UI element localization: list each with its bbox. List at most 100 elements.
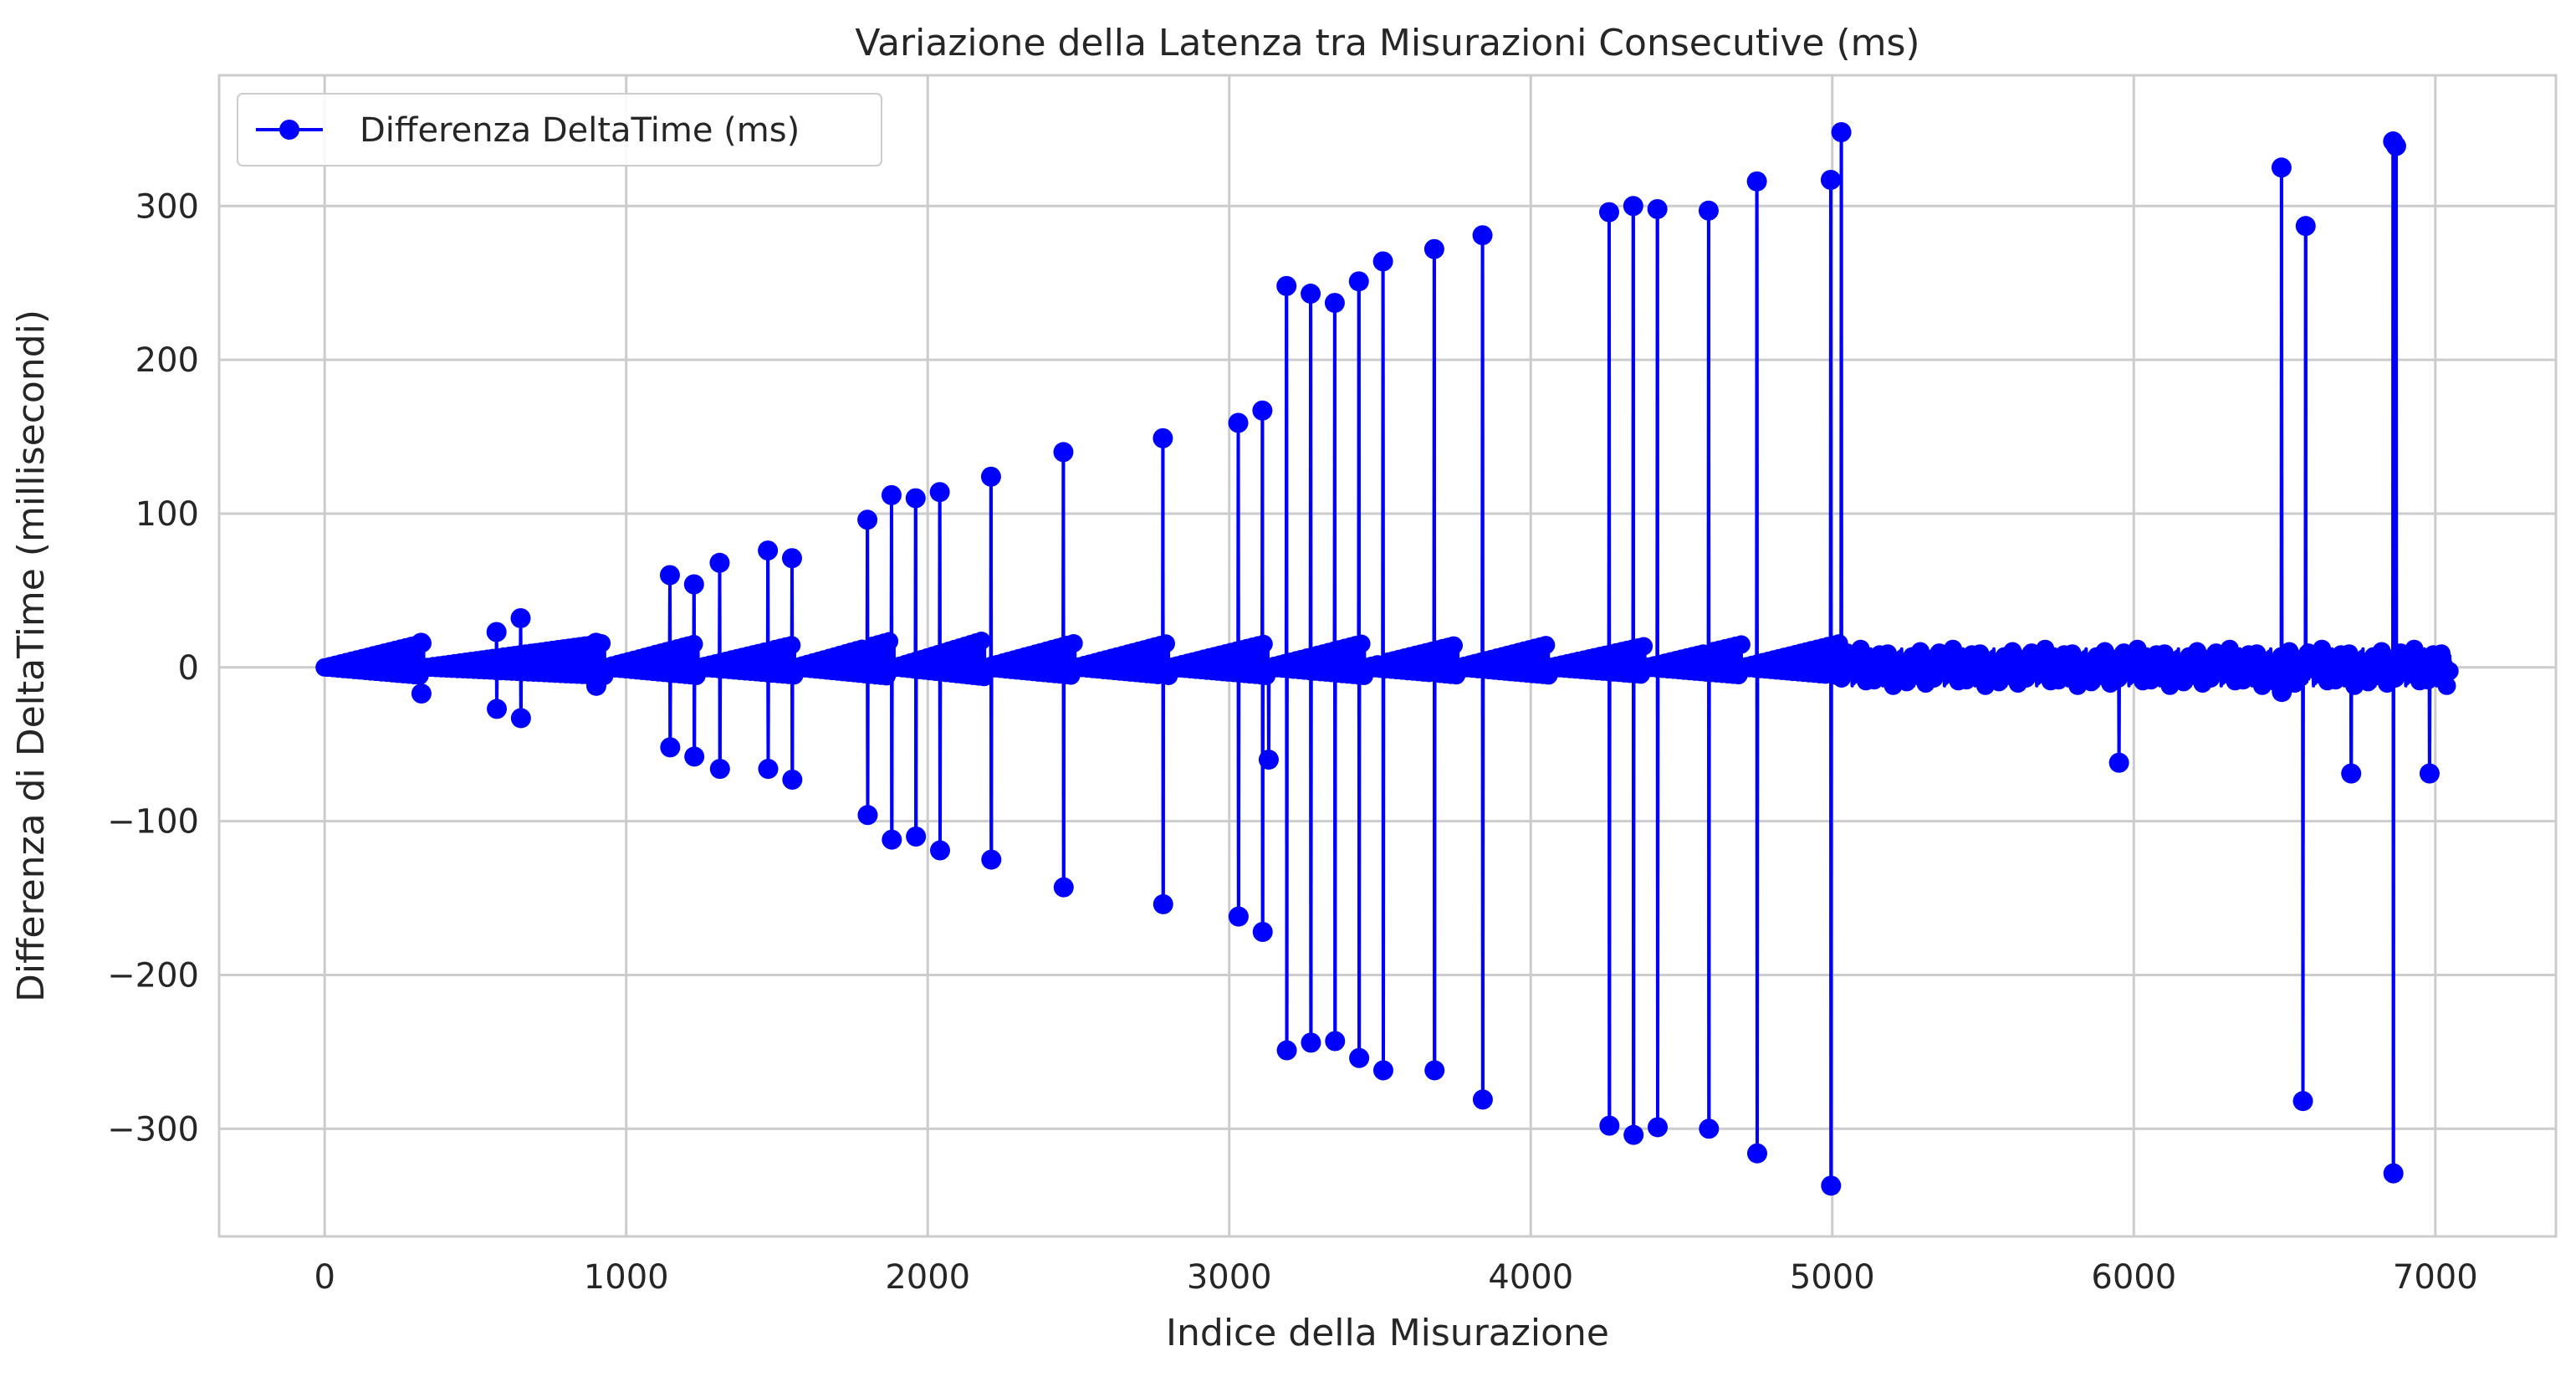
y-tick-label: −100 [107,803,199,842]
data-point [2095,642,2114,661]
data-point [1634,637,1653,656]
spike-point [1472,1089,1493,1110]
data-point [880,632,899,651]
spike-point [487,699,508,719]
spike-point [2292,1091,2313,1112]
data-point [2003,642,2022,661]
y-tick-label: 0 [178,649,199,688]
spike-point [1831,122,1852,143]
x-tick-label: 7000 [2393,1258,2478,1297]
spike-point [882,829,902,850]
data-point [2372,642,2391,661]
spike-point [2295,216,2316,237]
spike-point [905,488,926,509]
x-tick-label: 6000 [2091,1258,2176,1297]
spike-point [929,482,950,503]
data-point [2437,676,2456,695]
spike-point [585,632,606,653]
grid [219,75,2556,1236]
spike-point [1698,200,1719,221]
spike-point [1153,893,1173,914]
spike-point [781,548,802,569]
spike-point [1647,198,1668,219]
spike-point [1053,442,1074,463]
data-point [1536,636,1556,655]
spike-point [1746,171,1767,192]
spike-point [1153,427,1173,448]
spike-point [1324,293,1345,314]
legend-label: Differenza DeltaTime (ms) [360,111,800,150]
data-point [2188,642,2206,661]
x-axis-label: Indice della Misurazione [1166,1312,1609,1354]
spike-point [1623,1124,1644,1145]
legend: Differenza DeltaTime (ms) [237,93,882,166]
data-point [1990,673,2009,692]
spike-point [1348,271,1369,292]
data-point [2036,639,2055,658]
spike-point [1423,238,1444,259]
spike-point [411,632,432,653]
data-point [972,632,991,650]
spike-point [510,708,531,729]
data-point [1851,639,1870,658]
data-point [2128,639,2147,658]
data-point [2313,639,2332,658]
spike-point [684,746,705,767]
spike-point [1623,196,1643,217]
spike-point [929,840,950,861]
spike-point [1820,170,1841,191]
spike-point [2419,763,2440,784]
x-tick-label: 2000 [885,1258,970,1297]
data-point [1731,635,1751,654]
spike-point [782,769,803,790]
spike-point [2272,682,2292,703]
spike-point [857,509,878,530]
spike-point [857,805,878,826]
spike-point [1821,1175,1842,1196]
spike-point [1228,906,1249,927]
spike-point [1372,251,1393,272]
data-point [1944,639,1962,658]
x-tick-label: 0 [314,1258,335,1297]
y-tick-label: 200 [135,341,199,380]
y-axis-label: Differenza di DeltaTime (millisecondi) [10,310,53,1002]
spike-point [980,466,1001,487]
spike-point [758,540,779,561]
spike-point [1648,1117,1669,1138]
y-tick-label: 100 [135,495,199,534]
spike-point [683,574,704,595]
spike-point [1276,275,1297,296]
x-tick-label: 1000 [584,1258,669,1297]
x-tick-labels: 0 1000 2000 3000 4000 5000 6000 7000 [314,1258,2477,1297]
spike-point [2341,763,2362,784]
data-point [2280,642,2299,661]
data-point [2405,639,2424,658]
spike-point [1276,1040,1297,1061]
y-tick-label: 300 [135,187,199,226]
data-point [2174,673,2193,692]
spike-point [1598,202,1619,223]
spike-point [1053,877,1074,898]
spike-point [709,759,730,780]
spike-point [1372,1060,1393,1081]
data-point [1444,636,1463,655]
data-point [1064,634,1083,653]
spike-point [1424,1060,1445,1081]
spike-point [659,565,680,586]
spike-point [510,607,531,628]
spike-markers [411,122,2440,1196]
series-layer [315,122,2459,1196]
data-point [2440,662,2459,681]
baseline-markers [315,171,2459,1111]
data-point [1897,673,1916,692]
y-tick-labels: −300 −200 −100 0 100 200 300 [107,187,199,1149]
plot-frame [217,74,2558,1238]
spike-point [2383,1163,2404,1184]
spike-point [981,849,1002,870]
legend-marker-swatch [279,120,299,140]
data-point [2291,667,2310,686]
x-tick-label: 3000 [1187,1258,1272,1297]
data-point [2220,639,2239,658]
spike-point [906,827,927,847]
